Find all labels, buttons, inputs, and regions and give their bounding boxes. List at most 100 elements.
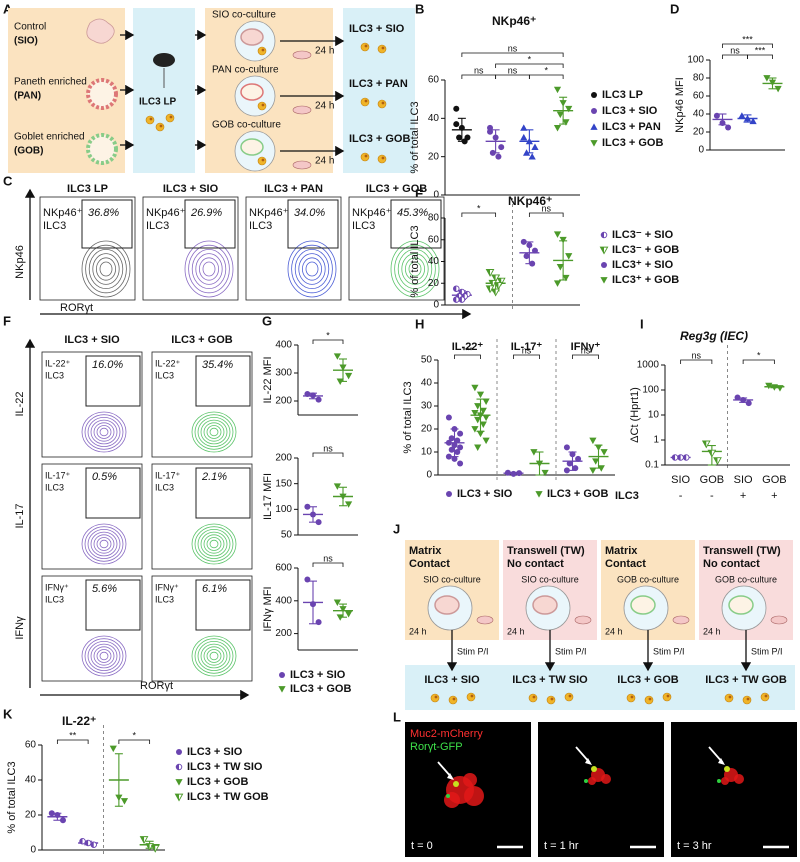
cell-nucleus [381,46,385,50]
significance-label: * [528,54,532,64]
panel-letter: K [3,706,13,721]
x-axis-label: RORγt [60,302,93,314]
contour [84,414,124,450]
data-point [476,412,485,419]
cell-nucleus [452,697,456,701]
y-axis-label: NKp46 MFI [674,77,686,133]
significance-label: ns [522,345,532,355]
legend-marker [591,108,597,114]
data-point [474,416,482,424]
data-point [457,460,464,467]
gate-percent: 35.4% [202,359,233,371]
contour [81,411,127,453]
category-title: IL-17⁺ [511,341,543,353]
y-tick-label: 0 [426,470,432,481]
y-tick-label: 60 [25,740,37,751]
legend-marker [591,92,597,98]
significance-bracket [513,354,540,359]
data-point [553,125,562,132]
gate-percent: 36.8% [88,207,119,219]
contour [96,425,112,439]
green-signal [453,781,459,787]
marker-fill [85,840,89,846]
significance-bracket [312,452,344,457]
gate-label: ILC3 [249,220,272,232]
marker-fill [453,285,457,292]
data-point [770,384,778,391]
marker-fill [151,845,156,852]
data-point [482,414,490,422]
gate-label: IL-17⁺ [45,470,71,480]
data-point [457,444,464,451]
significance-label: ns [691,350,701,360]
data-point [453,105,460,112]
stim-label: Stim P/I [653,646,685,656]
contour [81,635,127,677]
legend-marker [279,672,285,678]
flow-title: ILC3 + SIO [64,334,120,346]
y-tick-label: 200 [275,453,292,464]
cell-nucleus [728,695,732,699]
data-point [566,460,573,467]
organoid-code: (SIO) [14,36,38,47]
significance-bracket [747,54,773,59]
green-signal [446,794,450,798]
output-label: ILC3 + SIO [349,23,405,35]
data-point [740,396,747,403]
data-point [456,134,463,141]
data-point [333,483,341,490]
organoid-icon [532,595,558,615]
data-point [461,138,468,145]
gate-percent: 5.6% [92,583,117,595]
time-label: 24 h [507,626,525,636]
contour [99,261,113,277]
cell-icon [448,695,458,705]
data-point [339,493,347,501]
gate-label: NKp46⁺ [352,207,392,219]
panel-letter: E [415,186,424,201]
significance-label: ns [323,553,333,563]
data-point [562,274,570,282]
output-label: ILC3 + TW GOB [705,674,787,686]
y-axis-label: IL-22 MFI [262,356,274,403]
marker-fill [492,274,496,282]
data-point [333,599,341,607]
culture-label: SIO co-culture [521,574,579,584]
data-point [482,398,490,405]
organoid-icon [728,595,754,615]
cell-nucleus [568,694,572,698]
contour [209,427,219,437]
chart-title: Reg3g (IEC) [680,329,748,343]
data-point [563,467,570,474]
dish-icon [292,105,312,115]
data-point [565,105,573,113]
data-point [531,143,539,150]
contour [200,419,228,445]
significance-label: ns [508,65,518,75]
data-point [565,253,573,260]
cell-nucleus [648,697,652,701]
marker-fill [601,232,604,238]
output-label: ILC3 + GOB [617,674,678,686]
y-tick-label: 100 [642,385,659,396]
data-point [765,382,773,390]
gate [85,467,141,519]
panel-letter: L [393,709,401,724]
legend-text: Muc2-mCherry [410,728,483,740]
data-point [719,120,726,126]
cell-nucleus [434,695,438,699]
time-label: 24 h [605,626,623,636]
contour [194,638,234,674]
contour [85,244,127,294]
significance-bracket [680,359,713,364]
gate [81,199,133,249]
flow-title: ILC3 + GOB [366,183,427,195]
data-point [448,446,455,453]
contour [188,244,230,294]
x-axis-label: RORγt [140,680,173,692]
time-label: 24 h [703,626,721,636]
y-tick-label: 40 [693,109,705,120]
y-tick-label: 10 [648,410,660,421]
time-label: 24 h [315,156,334,167]
